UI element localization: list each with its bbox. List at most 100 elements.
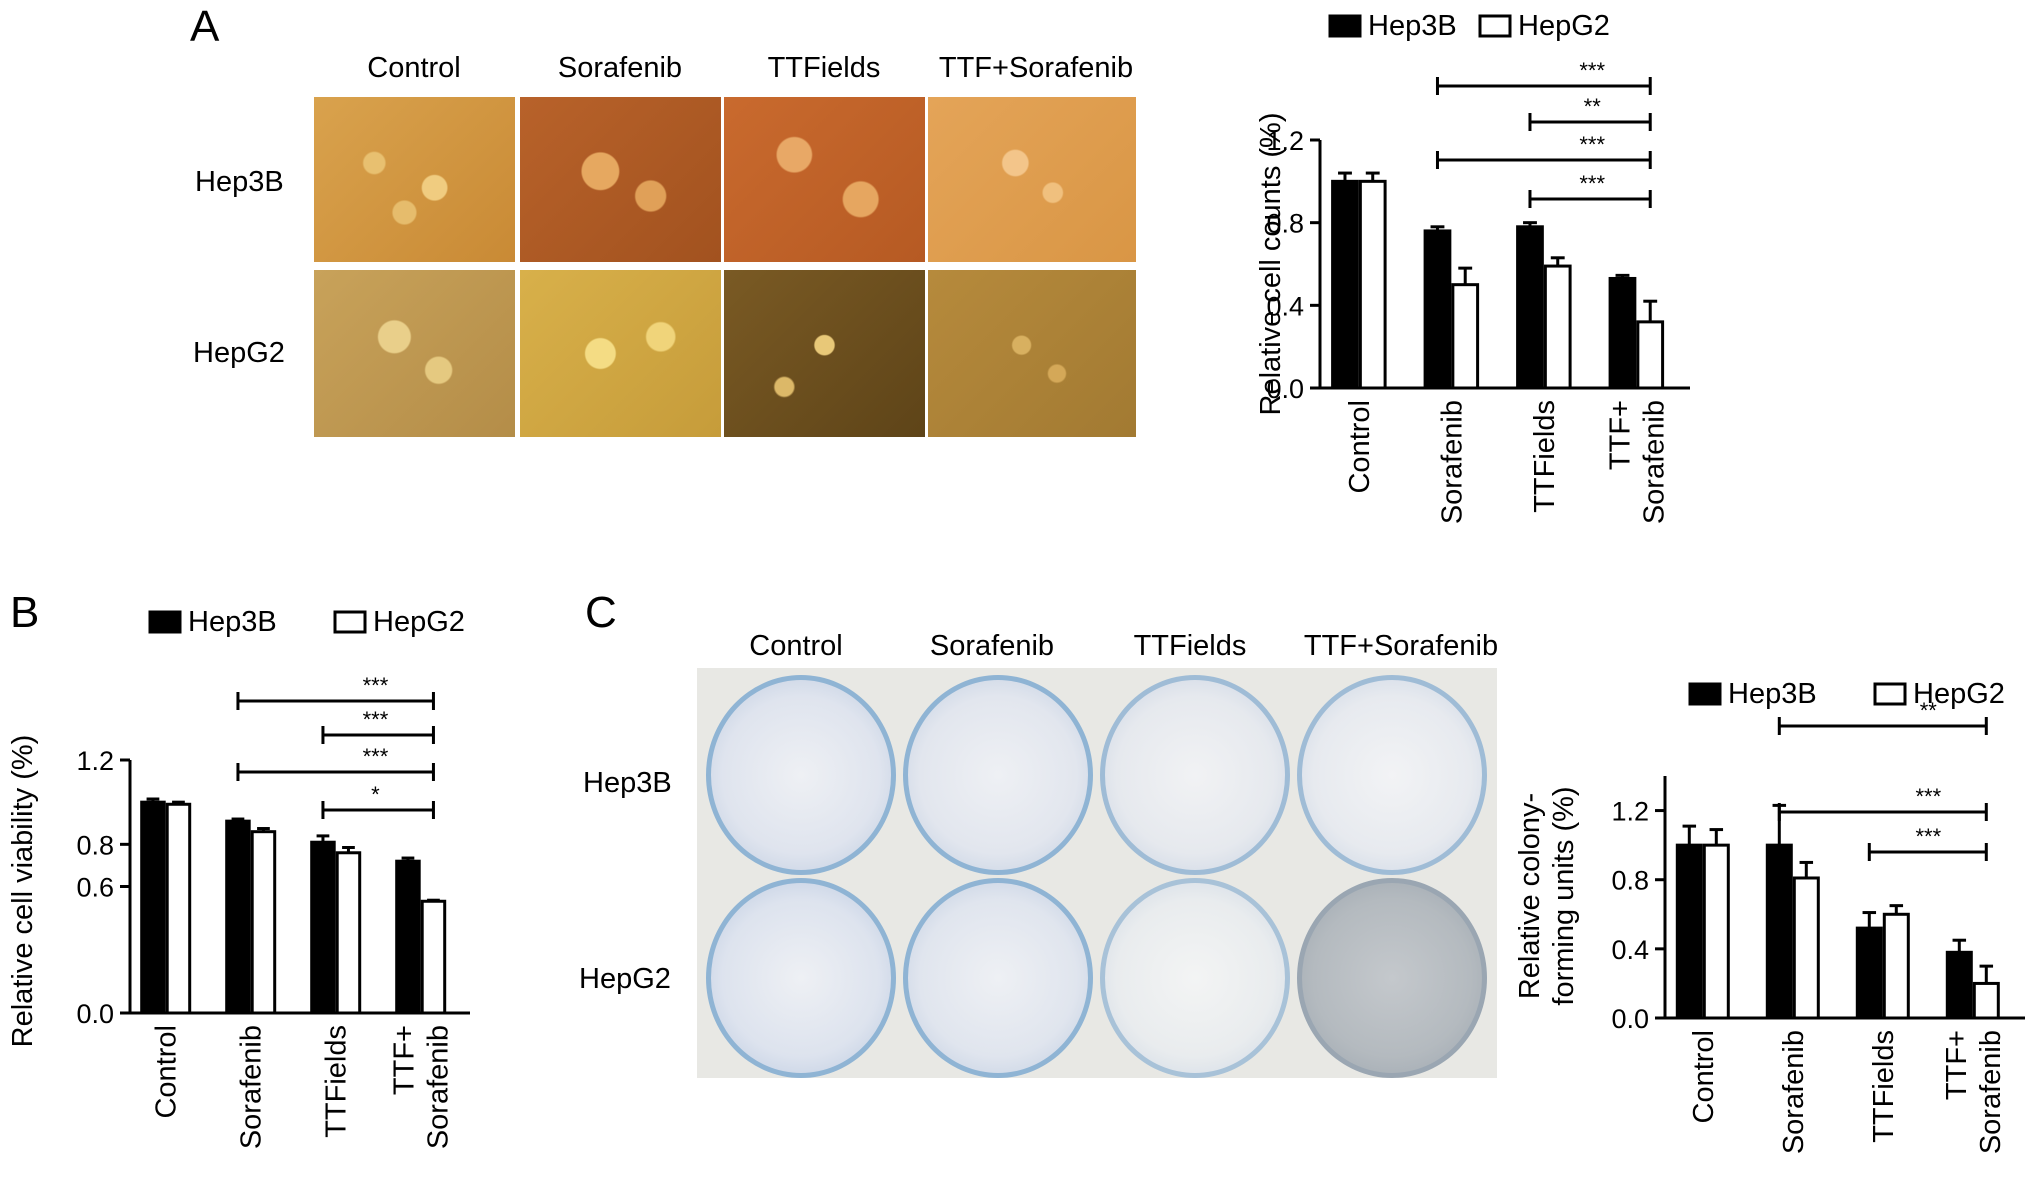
panel-a-col-control: Control <box>367 52 461 84</box>
colony-dish-hepg2-ttf-sorafenib <box>1297 878 1487 1078</box>
significance-label: *** <box>363 744 389 769</box>
bar-hepg2 <box>1358 179 1387 390</box>
bar-hepg2 <box>1451 283 1480 390</box>
colony-dish-hep3b-control <box>706 675 896 875</box>
bar-hep3b <box>1331 179 1359 390</box>
micrograph-hep3b-control <box>314 97 515 262</box>
colony-dish-hepg2-ttfields <box>1100 878 1290 1078</box>
x-tick-label: TTF+ <box>1941 1030 1973 1100</box>
micrograph-hepg2-ttf-sorafenib <box>928 270 1136 437</box>
y-tick-label: 0.4 <box>1611 935 1649 965</box>
bar-hepg2 <box>250 830 277 1015</box>
significance-label: *** <box>1579 132 1605 157</box>
x-tick-label: Sorafenib <box>1975 1030 2007 1154</box>
legend-swatch-hepg2 <box>1873 682 1907 706</box>
x-tick-label: Sorafenib <box>1778 1030 1810 1154</box>
micrograph-hep3b-ttfields <box>724 97 925 262</box>
bar-hepg2 <box>335 851 362 1015</box>
significance-label: ** <box>1920 698 1938 723</box>
bar-hep3b <box>1675 843 1703 1020</box>
panel-c-row-hepg2: HepG2 <box>579 963 671 995</box>
micrograph-hep3b-ttf-sorafenib <box>928 97 1136 262</box>
bar-hep3b <box>310 840 336 1015</box>
micrograph-hepg2-sorafenib <box>520 270 721 437</box>
colony-dish-hep3b-ttfields <box>1100 675 1290 875</box>
legend-swatch-hep3b <box>1328 14 1362 38</box>
micrograph-hepg2-ttfields <box>724 270 925 437</box>
y-tick-label: 0.6 <box>76 873 114 903</box>
panel-letter-b: B <box>10 588 40 637</box>
bar-hep3b <box>1423 229 1452 390</box>
y-tick-label: 0.0 <box>1266 374 1304 404</box>
significance-label: *** <box>1579 58 1605 83</box>
colony-dish-hep3b-ttf-sorafenib <box>1297 675 1487 875</box>
bar-hepg2 <box>1882 912 1910 1020</box>
legend-swatch-hepg2 <box>333 610 367 634</box>
x-tick-label: Sorafenib <box>1638 400 1670 524</box>
bar-hep3b <box>140 800 166 1015</box>
bar-hepg2 <box>1543 264 1572 390</box>
significance-label: * <box>371 782 380 807</box>
legend-label-hepg2: HepG2 <box>1913 678 2005 710</box>
x-tick-label: TTFields <box>1868 1030 1900 1143</box>
significance-label: *** <box>363 673 389 698</box>
bar-hepg2 <box>1792 876 1820 1020</box>
legend-label-hep3b: Hep3B <box>188 606 277 638</box>
bar-hep3b <box>225 819 251 1015</box>
legend-label-hepg2: HepG2 <box>1518 10 1610 42</box>
y-tick-label: 0.0 <box>76 999 114 1029</box>
y-tick-label: 0.8 <box>76 830 114 860</box>
bar-hep3b <box>1516 225 1544 390</box>
x-tick-label: Control <box>151 1025 183 1119</box>
micrograph-hepg2-control <box>314 270 515 437</box>
x-tick-label: TTF+ <box>1604 400 1636 470</box>
panel-a-row-hep3b: Hep3B <box>195 166 284 198</box>
colony-dish-hepg2-control <box>706 878 896 1078</box>
chart-relative-colony-forming-units: Hep3B HepG2 0.0 0.4 0.8 1.2 Relative colony-fo… <box>1514 678 2025 1154</box>
significance-label: ** <box>1584 94 1602 119</box>
x-tick-label: TTFields <box>321 1025 353 1138</box>
panel-a-col-sorafenib: Sorafenib <box>557 52 683 84</box>
bar-hepg2 <box>165 802 192 1015</box>
y-tick-label: 0.0 <box>1611 1004 1649 1034</box>
bar-hepg2 <box>1636 320 1665 390</box>
y-tick-label: 1.2 <box>76 746 114 776</box>
y-axis-label: Relative cell viability (%) <box>7 735 39 1048</box>
x-tick-label: TTFields <box>1529 400 1561 513</box>
micrograph-hep3b-sorafenib <box>520 97 721 262</box>
bar-hep3b <box>1855 926 1883 1020</box>
y-tick-label: 0.8 <box>1611 866 1649 896</box>
bar-hepg2 <box>1702 843 1730 1020</box>
colony-dish-hep3b-sorafenib <box>903 675 1093 875</box>
bar-hep3b <box>395 859 421 1015</box>
y-axis-label: Relative colony- <box>1514 793 1546 999</box>
y-tick-label: 0.8 <box>1266 209 1304 239</box>
y-tick-label: 1.2 <box>1266 126 1304 156</box>
x-tick-label: Sorafenib <box>236 1025 268 1149</box>
legend-label-hep3b: Hep3B <box>1368 10 1457 42</box>
y-axis-label: forming units (%) <box>1548 786 1580 1005</box>
bar-hep3b <box>1765 843 1793 1020</box>
panel-c-col-ttfields: TTFields <box>1133 630 1247 662</box>
panel-c-col-control: Control <box>749 630 843 662</box>
significance-label: *** <box>1915 784 1941 809</box>
panel-c-col-ttf-sorafenib: TTF+Sorafenib <box>1303 630 1499 662</box>
y-tick-label: 0.4 <box>1266 291 1304 321</box>
panel-letter-c: C <box>585 588 617 637</box>
significance-label: *** <box>1915 824 1941 849</box>
bar-hep3b <box>1945 950 1973 1020</box>
legend-label-hep3b: Hep3B <box>1728 678 1817 710</box>
x-tick-label: Sorafenib <box>1436 400 1468 524</box>
panel-letter-a: A <box>190 2 220 51</box>
legend-swatch-hep3b <box>1688 682 1722 706</box>
legend-label-hepg2: HepG2 <box>373 606 465 638</box>
panel-a-row-hepg2: HepG2 <box>193 337 285 369</box>
x-tick-label: Control <box>1688 1030 1720 1124</box>
y-axis-label: Relative cell counts (%) <box>1255 113 1287 416</box>
legend-swatch-hepg2 <box>1478 14 1512 38</box>
bar-hepg2 <box>1972 981 2000 1020</box>
chart-relative-cell-viability: Hep3B HepG2 0.0 0.6 0.8 1.2 Relative cell viab… <box>7 606 470 1149</box>
panel-a-col-ttf-sorafenib: TTF+Sorafenib <box>938 52 1134 84</box>
x-tick-label: TTF+ <box>389 1025 421 1095</box>
